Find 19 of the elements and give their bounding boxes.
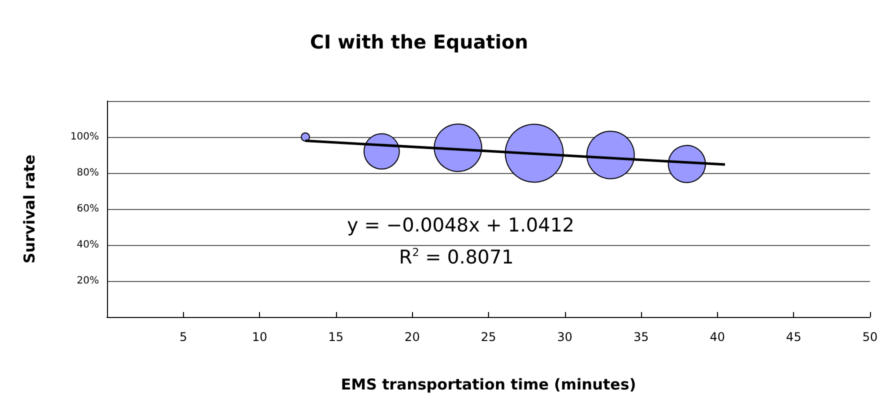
x-tick-label: 25	[480, 330, 496, 344]
x-tick-label: 45	[786, 330, 802, 344]
y-tick-label: 60%	[76, 204, 99, 214]
y-tick-label: 40%	[76, 240, 99, 250]
x-tick-label: 5	[179, 330, 188, 344]
x-tick-label: 20	[404, 330, 420, 344]
y-tick-label: 100%	[70, 132, 99, 142]
y-tick-label: 80%	[76, 168, 99, 178]
chart-title: CI with the Equation	[310, 32, 528, 54]
x-tick-label: 50	[862, 330, 878, 344]
y-tick-label: 20%	[76, 276, 99, 286]
x-axis-title: EMS transportation time (minutes)	[340, 376, 636, 394]
x-tick-label: 30	[557, 330, 572, 344]
x-tick-label: 35	[633, 330, 649, 344]
annotation: y = −0.0048x + 1.0412	[347, 214, 574, 236]
x-tick-label: 40	[710, 330, 726, 344]
x-tick-label: 10	[252, 330, 268, 344]
x-tick-label: 15	[328, 330, 344, 344]
y-axis-title: Survival rate	[20, 154, 38, 264]
